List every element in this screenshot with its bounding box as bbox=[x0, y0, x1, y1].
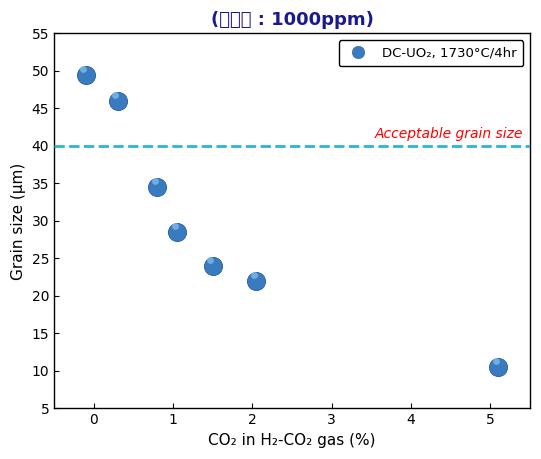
Point bbox=[153, 184, 162, 191]
Point bbox=[249, 271, 258, 279]
Point bbox=[491, 358, 500, 365]
Point bbox=[212, 267, 220, 274]
Text: Acceptable grain size: Acceptable grain size bbox=[375, 128, 524, 141]
Point bbox=[156, 188, 164, 196]
Point bbox=[208, 262, 217, 269]
Point bbox=[150, 178, 159, 185]
Point bbox=[208, 262, 217, 269]
Point bbox=[173, 229, 181, 236]
Point bbox=[85, 76, 94, 83]
Legend: DC-UO₂, 1730°C/4hr: DC-UO₂, 1730°C/4hr bbox=[339, 40, 523, 66]
Point bbox=[176, 233, 184, 241]
Point bbox=[82, 71, 90, 78]
Point bbox=[116, 102, 125, 109]
Point bbox=[252, 277, 261, 285]
Point bbox=[173, 229, 181, 236]
Point bbox=[255, 282, 264, 289]
Point bbox=[113, 97, 122, 105]
Point bbox=[79, 65, 88, 73]
Y-axis label: Grain size (μm): Grain size (μm) bbox=[11, 162, 26, 280]
Point bbox=[113, 97, 122, 105]
Point bbox=[153, 184, 162, 191]
X-axis label: CO₂ in H₂-CO₂ gas (%): CO₂ in H₂-CO₂ gas (%) bbox=[208, 433, 376, 448]
Point bbox=[494, 364, 503, 371]
Point bbox=[497, 368, 506, 375]
Title: (첨가량 : 1000ppm): (첨가량 : 1000ppm) bbox=[210, 11, 373, 29]
Point bbox=[494, 364, 503, 371]
Point bbox=[82, 71, 90, 78]
Point bbox=[206, 256, 215, 263]
Point bbox=[252, 277, 261, 285]
Point bbox=[170, 223, 179, 230]
Point bbox=[111, 91, 120, 99]
